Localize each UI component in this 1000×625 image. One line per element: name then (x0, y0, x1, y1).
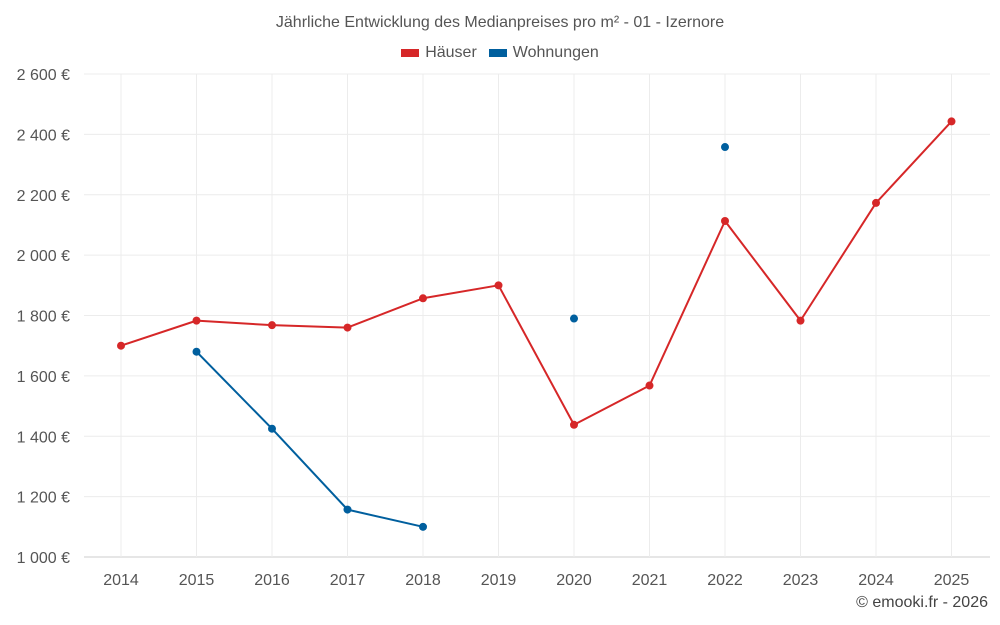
x-tick-label: 2025 (934, 572, 970, 589)
data-point[interactable] (645, 381, 654, 390)
y-tick-label: 1 800 € (17, 309, 70, 326)
y-tick-label: 1 200 € (17, 490, 70, 507)
data-point[interactable] (872, 198, 880, 207)
series-hauser (117, 117, 956, 429)
legend-swatch-hauser (401, 49, 420, 57)
chart-axes: 1 000 € 1 200 € 1 400 € 1 600 € 1 800 € 2 000… (17, 67, 970, 589)
series-line (195, 351, 424, 528)
y-tick-label: 2 000 € (17, 248, 70, 265)
y-tick-label: 1 400 € (17, 429, 70, 446)
y-tick-label: 2 600 € (17, 67, 70, 84)
x-tick-label: 2020 (556, 572, 592, 589)
data-point[interactable] (192, 316, 201, 325)
x-tick-label: 2017 (330, 572, 366, 589)
data-point[interactable] (796, 316, 805, 325)
y-tick-label: 1 000 € (17, 550, 70, 567)
x-tick-label: 2016 (254, 572, 290, 589)
x-tick-label: 2021 (632, 572, 668, 589)
legend-item-wohnungen[interactable]: Wohnungen (488, 44, 599, 62)
data-point[interactable] (343, 323, 352, 332)
data-point[interactable] (570, 420, 578, 429)
legend-label-hauser: Häuser (425, 44, 477, 61)
chart-series (117, 117, 956, 531)
y-tick-label: 2 200 € (17, 188, 70, 205)
x-tick-label: 2014 (103, 572, 139, 589)
chart-title: Jährliche Entwicklung des Medianpreises … (275, 14, 725, 31)
y-tick-label: 1 600 € (17, 369, 70, 386)
data-point[interactable] (268, 321, 276, 330)
x-tick-label: 2024 (858, 572, 894, 589)
x-tick-label: 2022 (707, 572, 743, 589)
data-point[interactable] (419, 294, 427, 303)
legend-label-wohnungen: Wohnungen (512, 44, 599, 61)
legend-item-hauser[interactable]: Häuser (401, 44, 477, 62)
data-point[interactable] (268, 424, 276, 433)
chart-legend: Häuser Wohnungen (0, 44, 1000, 62)
y-tick-label: 2 400 € (17, 127, 70, 144)
data-point[interactable] (419, 522, 427, 531)
x-tick-label: 2023 (783, 572, 819, 589)
series-wohnungen (192, 143, 729, 531)
data-point[interactable] (117, 341, 125, 350)
x-tick-label: 2015 (179, 572, 215, 589)
chart-grid (84, 73, 990, 558)
data-point[interactable] (343, 505, 352, 514)
data-point[interactable] (494, 281, 503, 290)
data-point[interactable] (721, 217, 729, 226)
data-point[interactable] (570, 314, 578, 323)
x-tick-label: 2019 (481, 572, 517, 589)
credit-text: © emooki.fr - 2026 (856, 594, 988, 611)
data-point[interactable] (947, 117, 956, 126)
legend-swatch-wohnungen (488, 49, 507, 57)
series-line (120, 120, 953, 426)
data-point[interactable] (192, 347, 201, 356)
x-tick-label: 2018 (405, 572, 441, 589)
data-point[interactable] (721, 143, 729, 152)
